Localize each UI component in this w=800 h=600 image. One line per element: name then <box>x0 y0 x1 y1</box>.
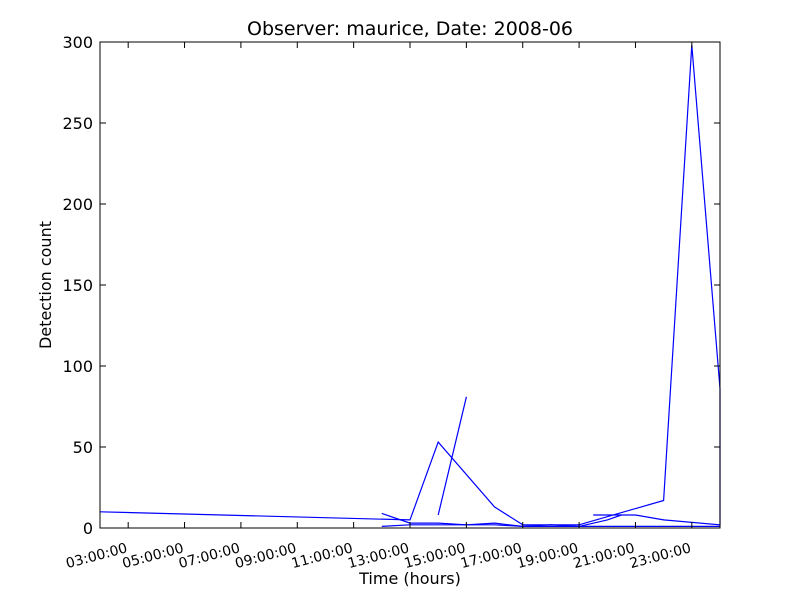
x-axis: 03:00:0005:00:0007:00:0009:00:0011:00:00… <box>64 42 693 572</box>
x-tick-label: 21:00:00 <box>572 540 637 572</box>
series-line-3 <box>381 514 622 528</box>
plot-frame <box>99 41 721 529</box>
series-line-0 <box>99 45 721 526</box>
y-tick-label: 150 <box>62 276 93 295</box>
y-tick-label: 250 <box>62 114 93 133</box>
x-tick-label: 07:00:00 <box>177 540 242 572</box>
x-tick-label: 17:00:00 <box>459 540 524 572</box>
x-tick-label: 03:00:00 <box>64 540 129 572</box>
y-tick-label: 0 <box>83 519 93 538</box>
x-tick-label: 23:00:00 <box>628 540 693 572</box>
y-tick-label: 100 <box>62 357 93 376</box>
chart-title: Observer: maurice, Date: 2008-06 <box>247 18 573 40</box>
x-tick-label: 09:00:00 <box>233 540 298 572</box>
x-tick-label: 19:00:00 <box>515 540 580 572</box>
y-tick-label: 200 <box>62 195 93 214</box>
y-tick-label: 300 <box>62 33 93 52</box>
x-tick-label: 11:00:00 <box>290 540 355 572</box>
x-tick-label: 13:00:00 <box>346 540 411 572</box>
series-line-1 <box>437 396 467 516</box>
y-axis-label: Detection count <box>36 221 55 349</box>
x-tick-label: 15:00:00 <box>403 540 468 572</box>
x-axis-label: Time (hours) <box>358 569 461 588</box>
y-axis: 0 50 100 150 200 250 300 <box>62 33 720 538</box>
y-tick-label: 50 <box>73 438 93 457</box>
plot-lines <box>99 45 721 528</box>
x-tick-label: 05:00:00 <box>121 540 186 572</box>
